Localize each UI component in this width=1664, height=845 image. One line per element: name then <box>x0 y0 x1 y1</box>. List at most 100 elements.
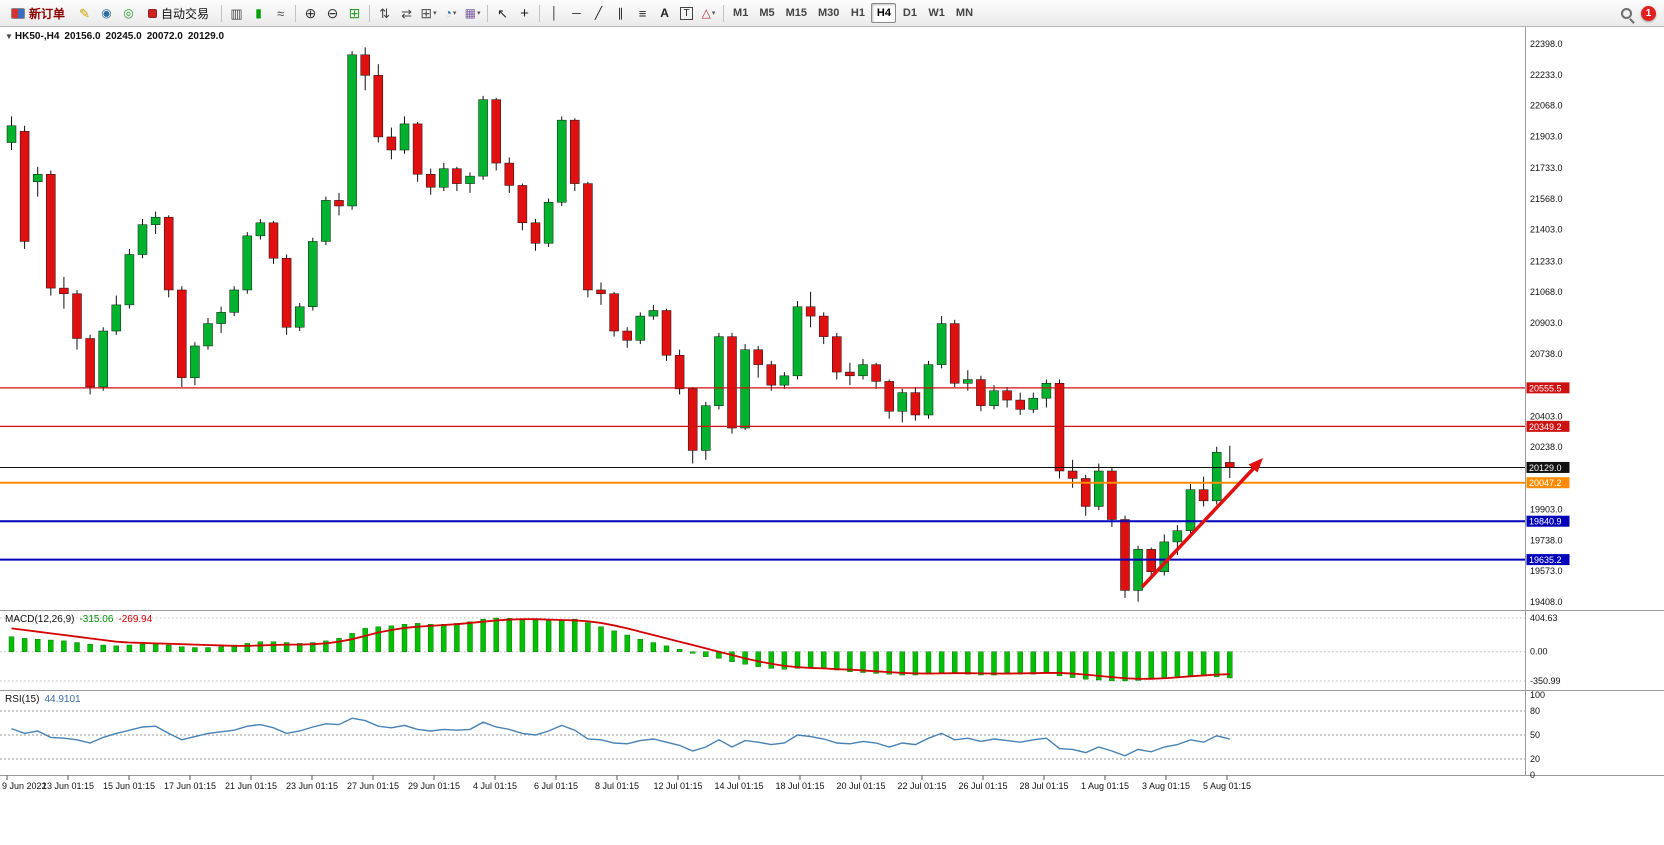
rsi-axis-label: 100 <box>1530 690 1545 700</box>
candle <box>465 175 475 184</box>
price-axis-label: 22398.0 <box>1530 39 1563 49</box>
timeframe-m30[interactable]: M30 <box>818 7 840 19</box>
rsi-axis-label: 20 <box>1530 754 1540 764</box>
time-axis-label: 9 Jun 2022 <box>2 781 47 791</box>
trend-arrow[interactable] <box>1140 458 1263 589</box>
zoom-in-glyph: ⊕ <box>304 5 317 21</box>
timeframe-h1[interactable]: H1 <box>850 7 865 19</box>
candle <box>111 304 122 332</box>
search-icon[interactable] <box>1621 7 1632 19</box>
price-axis-label: 21903.0 <box>1530 131 1563 141</box>
arrange-down-icon[interactable]: ⇄ <box>396 3 417 24</box>
price-badge <box>1526 382 1570 394</box>
bar-chart-icon[interactable]: ▥ <box>226 3 247 24</box>
toolbar-separator <box>539 4 541 22</box>
candle <box>845 371 855 377</box>
timeframe-m1[interactable]: M1 <box>733 7 749 19</box>
text-icon[interactable]: A <box>654 3 675 24</box>
candle <box>216 312 226 324</box>
zoom-in-icon[interactable]: ⊕ <box>300 3 321 24</box>
candle <box>963 379 973 384</box>
candle <box>648 310 659 317</box>
candle <box>1015 399 1025 410</box>
tile-windows-icon[interactable]: ⊞ <box>344 3 365 24</box>
price-axis-label: 20238.0 <box>1530 442 1563 452</box>
new-order-button[interactable]: 新订单 <box>3 2 73 24</box>
price-badge <box>1526 420 1570 432</box>
candle <box>923 364 934 416</box>
label-icon[interactable]: T <box>676 3 697 24</box>
dropdown-caret-icon: ▾ <box>452 9 457 17</box>
chart-canvas[interactable]: 22398.0 22233.0 22068.0 21903.0 21733.0 21568… <box>0 27 1664 845</box>
candle <box>46 174 56 289</box>
zoom-out-icon[interactable]: ⊖ <box>322 3 343 24</box>
candle <box>321 200 331 242</box>
dropdown-caret-icon: ▾ <box>711 9 716 17</box>
timeframe-d1[interactable]: D1 <box>902 7 917 19</box>
macd-axis-label: -350.99 <box>1530 676 1561 686</box>
chart-symbol-header: ▼ HK50-,H4 20156.0 20245.0 20072.0 20129.0 <box>5 31 229 42</box>
candle <box>6 125 17 143</box>
vertical-line-glyph: │ <box>550 6 559 20</box>
community-icon[interactable]: ◎ <box>118 3 139 24</box>
macd-name: MACD(12,26,9) <box>5 614 75 625</box>
price-axis-label: 19738.0 <box>1530 535 1563 545</box>
crayon-icon[interactable]: ✎ <box>74 3 95 24</box>
candle <box>491 99 501 164</box>
candle <box>740 349 750 429</box>
time-axis-label: 14 Jul 01:15 <box>714 781 763 791</box>
crosshair-icon[interactable]: + <box>514 3 535 24</box>
autotrade-button[interactable]: 自动交易 <box>140 2 217 24</box>
timeframe-m15[interactable]: M15 <box>785 7 807 19</box>
channel-icon[interactable]: ∥ <box>610 3 631 24</box>
trendline-icon[interactable]: ╱ <box>588 3 609 24</box>
new-chart-glyph: ⊞ <box>420 5 433 21</box>
timeframe-mn[interactable]: MN <box>955 7 974 19</box>
candle <box>622 330 632 341</box>
candle <box>1067 470 1078 479</box>
price-badge-label: 20129.0 <box>1529 463 1562 473</box>
candlestick-chart-glyph: ▮ <box>255 6 262 20</box>
time-axis-label: 18 Jul 01:15 <box>775 781 824 791</box>
candle <box>72 293 82 339</box>
chart-window[interactable]: 22398.0 22233.0 22068.0 21903.0 21733.0 21568… <box>0 27 1664 845</box>
candle <box>1028 397 1039 410</box>
price-axis-label: 21068.0 <box>1530 287 1563 297</box>
arrange-down-glyph: ⇄ <box>401 5 412 21</box>
crayon-glyph: ✎ <box>79 5 90 21</box>
new-chart-icon[interactable]: ⊞ ▾ <box>418 3 439 24</box>
cursor-icon[interactable]: ↖ <box>492 3 513 24</box>
text-glyph: A <box>660 6 669 20</box>
template-icon[interactable]: ▦ ▾ <box>462 3 483 24</box>
candle <box>1120 519 1130 591</box>
fibonacci-icon[interactable]: ≡ <box>632 3 653 24</box>
time-axis-label: 29 Jun 01:15 <box>408 781 460 791</box>
candle <box>1172 530 1183 543</box>
price-axis-label: 20738.0 <box>1530 349 1563 359</box>
horizontal-line-icon[interactable]: ─ <box>566 3 587 24</box>
line-chart-icon[interactable]: ≈ <box>270 3 291 24</box>
candle <box>1094 470 1104 507</box>
rsi-indicator-label: RSI(15) 44.9101 <box>5 694 86 705</box>
period-icon[interactable]: ◔ ▾ <box>440 3 461 24</box>
timeframe-w1[interactable]: W1 <box>928 7 945 19</box>
symbol-timeframe-label: HK50-,H4 <box>14 31 60 42</box>
candle <box>1225 462 1235 468</box>
profile-icon[interactable]: ◉ <box>96 3 117 24</box>
candle <box>334 200 344 207</box>
price-axis-label: 22233.0 <box>1530 70 1563 80</box>
timeframe-m5[interactable]: M5 <box>759 7 775 19</box>
time-axis-label: 15 Jun 01:15 <box>103 781 155 791</box>
chart-collapse-icon[interactable]: ▼ <box>5 32 13 41</box>
time-axis-label: 1 Aug 01:15 <box>1081 781 1129 791</box>
shapes-icon[interactable]: △ ▾ <box>698 3 719 24</box>
template-glyph: ▦ <box>464 6 476 20</box>
ohlc-high: 20245.0 <box>105 31 142 42</box>
price-axis-label: 20903.0 <box>1530 318 1563 328</box>
vertical-line-icon[interactable]: │ <box>544 3 565 24</box>
timeframe-h4[interactable]: H4 <box>871 3 897 23</box>
notification-badge[interactable]: 1 <box>1641 5 1656 21</box>
candlestick-chart-icon[interactable]: ▮ <box>248 3 269 24</box>
arrange-up-icon[interactable]: ⇅ <box>374 3 395 24</box>
time-axis-label: 17 Jun 01:15 <box>164 781 216 791</box>
